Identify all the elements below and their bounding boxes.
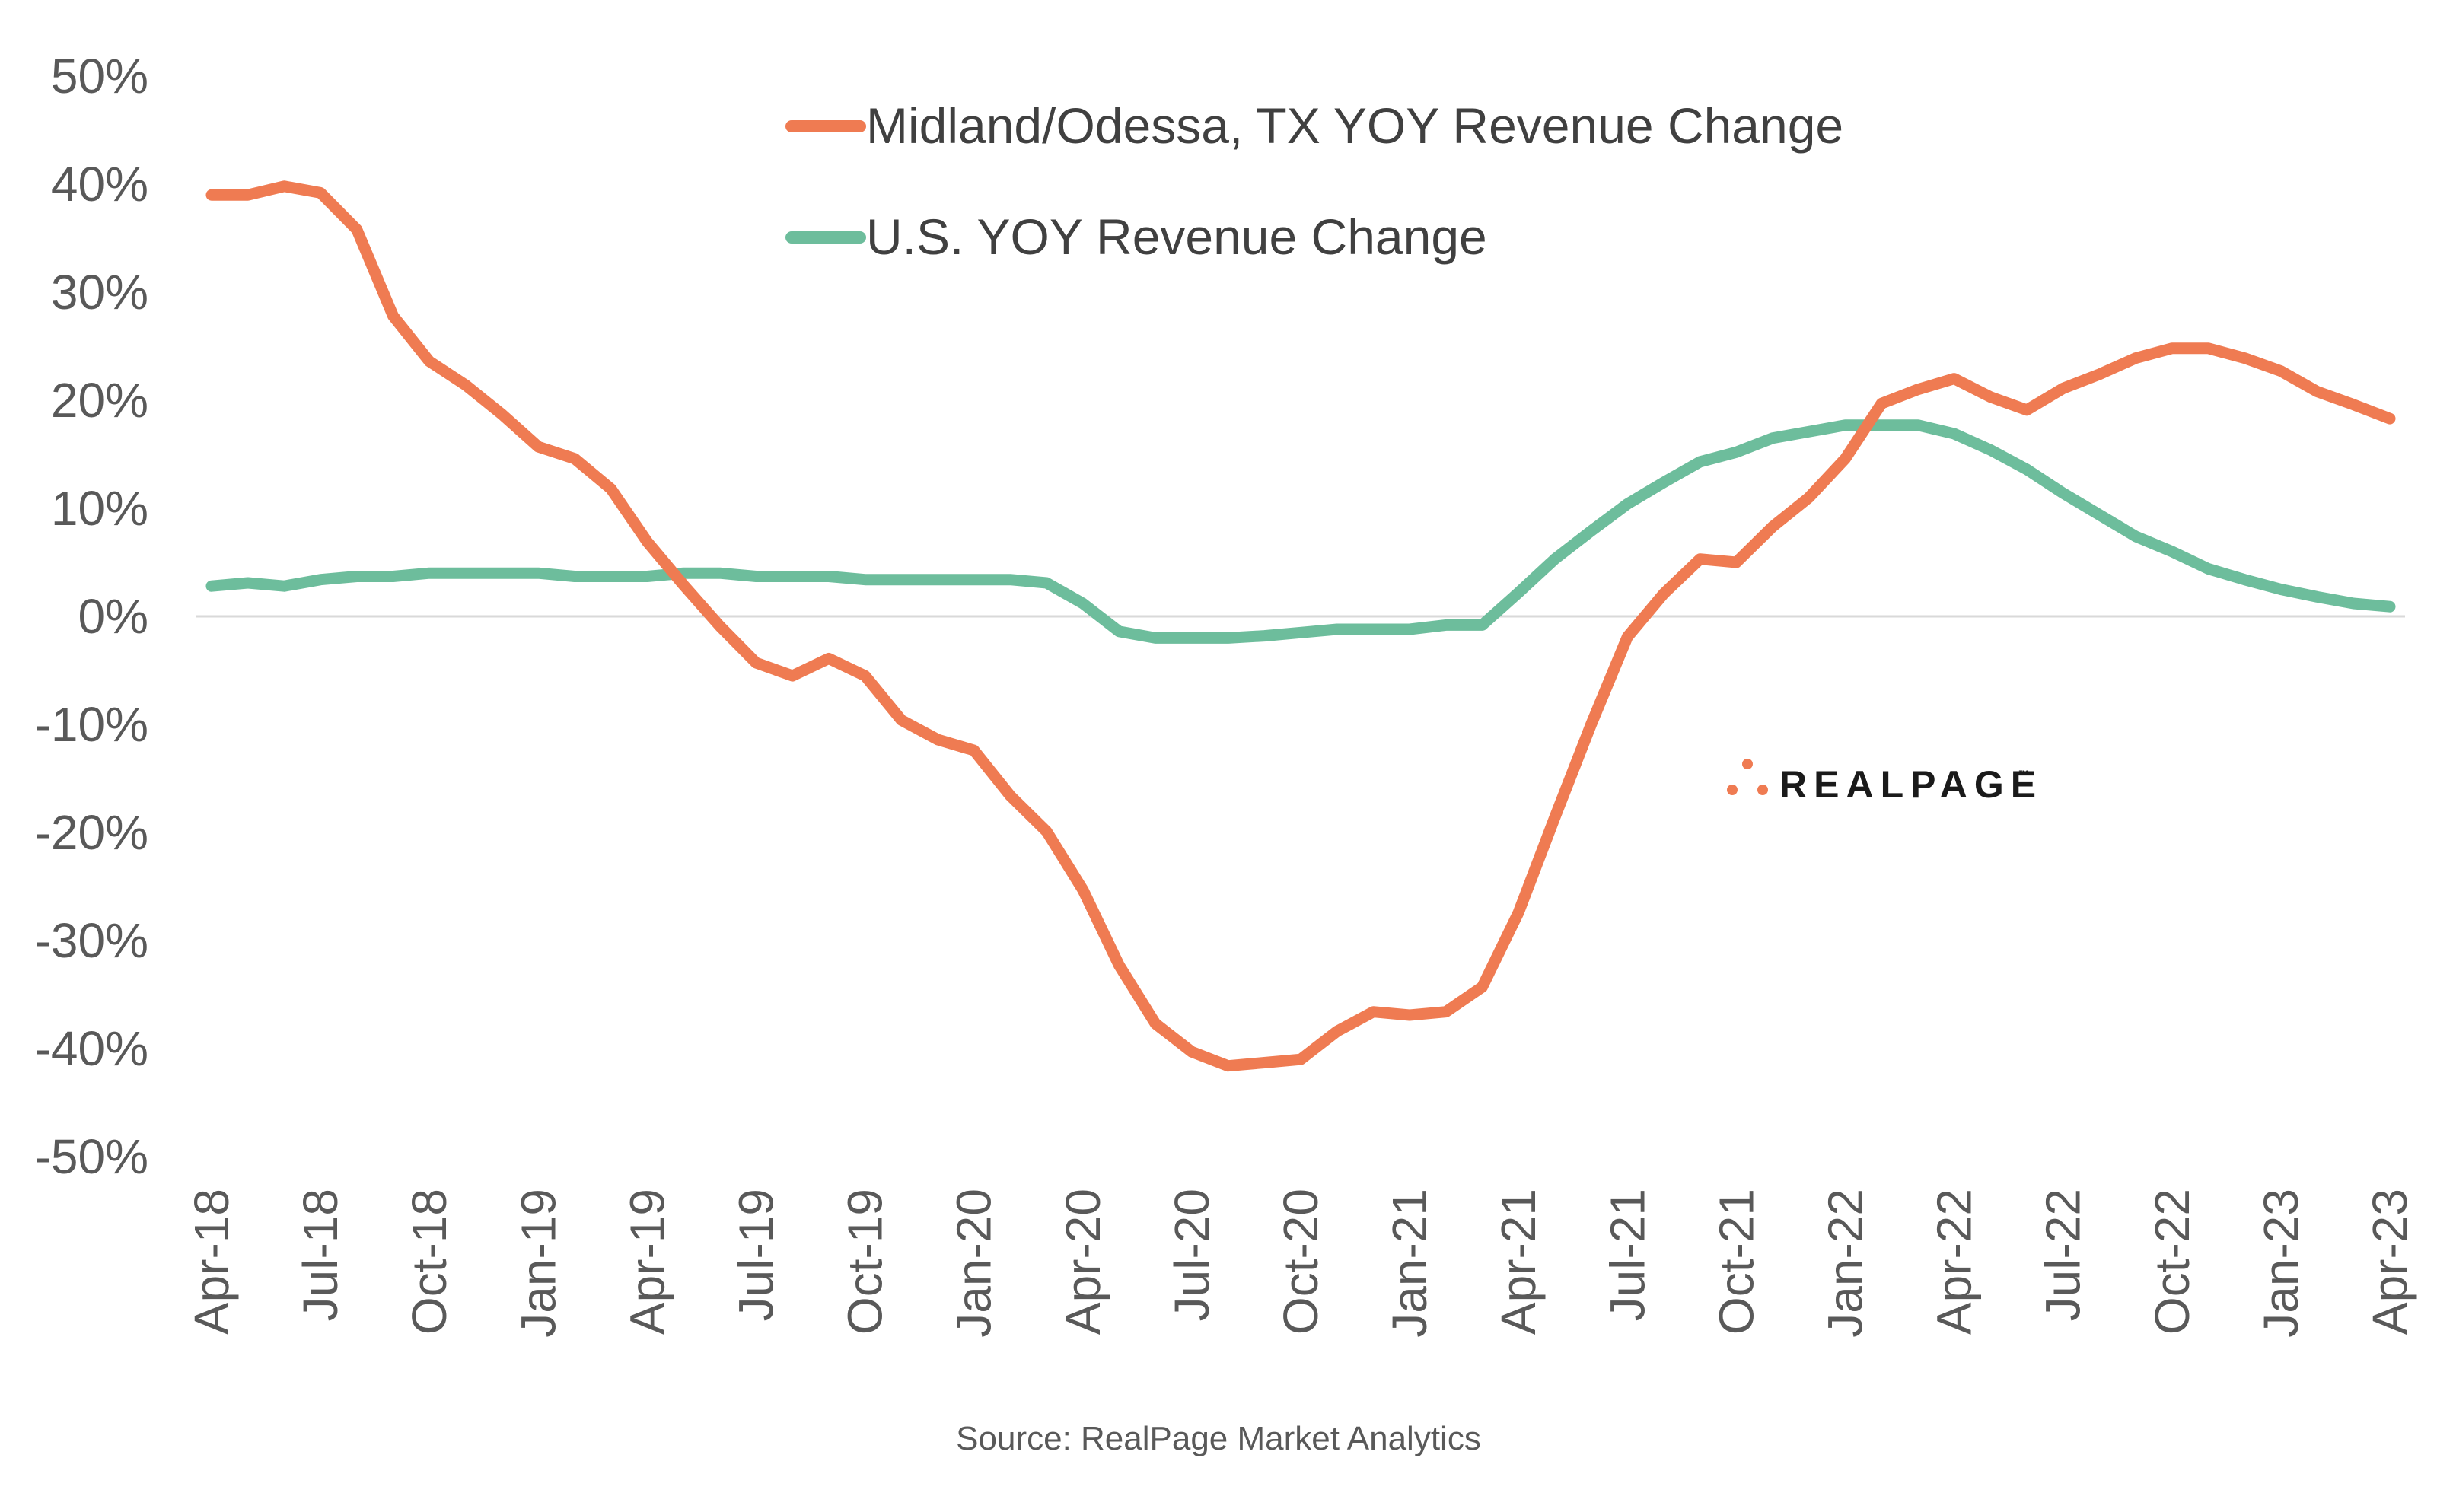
x-tick-label: Oct-19	[838, 1189, 893, 1335]
logo-wordmark: REALPAGE	[1779, 763, 2043, 806]
legend: Midland/Odessa, TX YOY Revenue Change U.…	[785, 97, 1843, 265]
x-axis: Apr-18 Jul-18 Oct-18 Jan-19 Apr-19 Jul-19 Oct-…	[184, 1189, 2417, 1338]
series-line-midland	[205, 180, 2396, 1072]
x-tick-label: Oct-20	[1273, 1189, 1328, 1335]
realpage-logo: REALPAGE ™	[1727, 759, 2043, 806]
x-tick-label: Jan-20	[947, 1189, 1002, 1338]
logo-dot-left	[1727, 785, 1738, 795]
x-tick-label: Jan-23	[2254, 1189, 2308, 1338]
x-tick-label: Jul-18	[293, 1189, 348, 1321]
x-tick-label: Oct-18	[402, 1189, 457, 1335]
series-layer	[205, 180, 2396, 1072]
x-tick-label: Jul-20	[1164, 1189, 1219, 1321]
y-tick-label: 40%	[51, 157, 148, 212]
source-note: Source: RealPage Market Analytics	[956, 1420, 1481, 1457]
x-tick-label: Apr-18	[184, 1189, 239, 1335]
y-tick-label: 0%	[78, 589, 149, 644]
x-tick-label: Jan-22	[1818, 1189, 1873, 1338]
y-tick-label: -40%	[35, 1021, 148, 1076]
y-tick-label: -10%	[35, 697, 148, 752]
y-tick-label: 20%	[51, 373, 148, 428]
x-tick-label: Jul-22	[2036, 1189, 2091, 1321]
x-tick-label: Jan-21	[1382, 1189, 1437, 1338]
x-tick-label: Oct-21	[1709, 1189, 1763, 1335]
y-tick-label: 10%	[51, 481, 148, 536]
y-axis: 50% 40% 30% 20% 10% 0% -10% -20% -30% -40% -50%	[35, 49, 148, 1184]
x-tick-label: Jan-19	[511, 1189, 565, 1338]
logo-dot-top	[1742, 759, 1753, 769]
x-tick-label: Apr-23	[2362, 1189, 2417, 1335]
logo-trademark: ™	[2018, 768, 2029, 780]
legend-item-us: U.S. YOY Revenue Change	[785, 208, 1487, 265]
legend-label-midland: Midland/Odessa, TX YOY Revenue Change	[866, 97, 1843, 154]
logo-dot-right	[1757, 785, 1768, 795]
y-tick-label: -30%	[35, 913, 148, 968]
series-line-us	[205, 419, 2396, 644]
x-tick-label: Jul-21	[1600, 1189, 1655, 1321]
y-tick-label: 50%	[51, 49, 148, 103]
x-tick-label: Apr-22	[1927, 1189, 1982, 1335]
x-tick-label: Jul-19	[729, 1189, 784, 1321]
y-tick-label: -50%	[35, 1129, 148, 1184]
x-tick-label: Oct-22	[2145, 1189, 2200, 1335]
x-tick-label: Apr-20	[1056, 1189, 1110, 1335]
legend-label-us: U.S. YOY Revenue Change	[866, 208, 1487, 265]
x-tick-label: Apr-19	[620, 1189, 674, 1335]
y-tick-label: 30%	[51, 265, 148, 320]
y-tick-label: -20%	[35, 805, 148, 860]
x-tick-label: Apr-21	[1491, 1189, 1546, 1335]
legend-item-midland: Midland/Odessa, TX YOY Revenue Change	[785, 97, 1843, 154]
